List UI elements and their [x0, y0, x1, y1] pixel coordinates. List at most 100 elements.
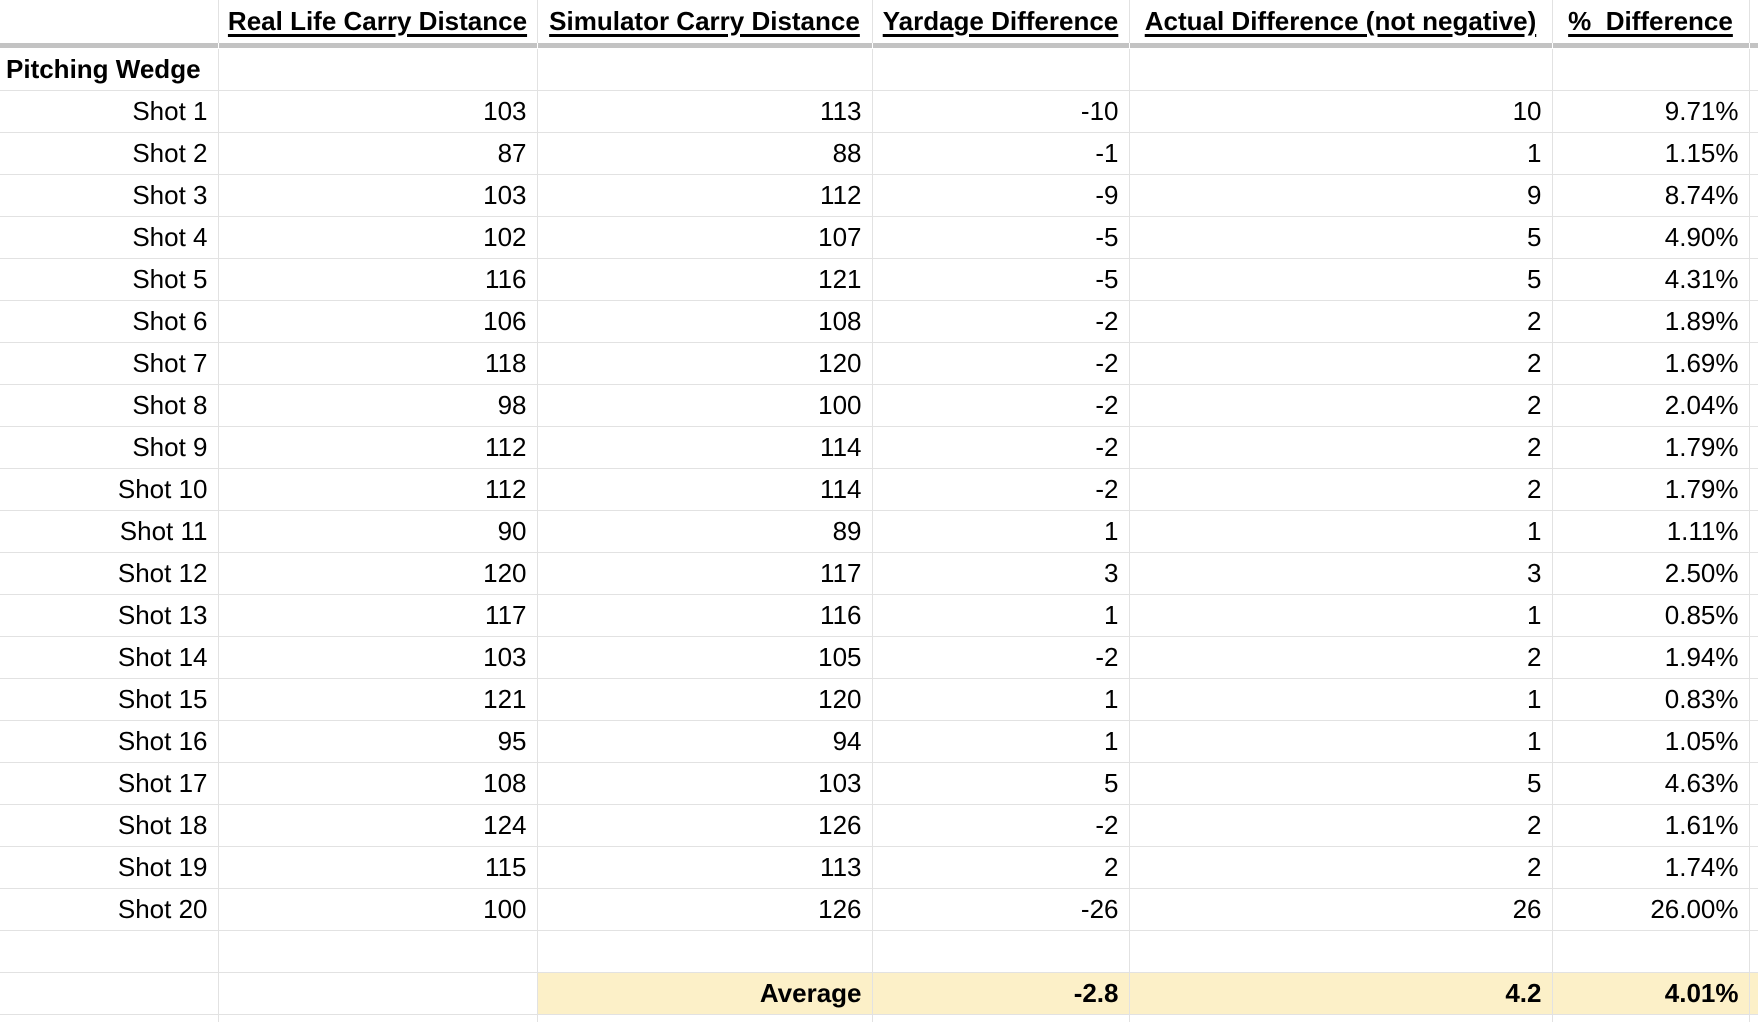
empty-cell[interactable]: [1552, 1014, 1750, 1022]
empty-cell[interactable]: [1749, 258, 1758, 301]
header-cell-actual-diff[interactable]: Actual Difference (not negative): [1129, 0, 1553, 43]
simulator-cell[interactable]: 89: [537, 510, 873, 553]
real-life-cell[interactable]: 115: [218, 846, 538, 889]
empty-cell[interactable]: [1749, 0, 1758, 43]
empty-cell[interactable]: [1749, 552, 1758, 595]
shot-label-cell[interactable]: Shot 5: [0, 258, 219, 301]
empty-cell[interactable]: [1749, 930, 1758, 973]
real-life-cell[interactable]: 112: [218, 426, 538, 469]
empty-cell[interactable]: [1749, 594, 1758, 637]
yardage-diff-cell[interactable]: 2: [872, 846, 1130, 889]
pct-diff-cell[interactable]: 9.71%: [1552, 90, 1750, 133]
actual-diff-cell[interactable]: 5: [1129, 258, 1553, 301]
simulator-cell[interactable]: 120: [537, 678, 873, 721]
simulator-cell[interactable]: 105: [537, 636, 873, 679]
actual-diff-cell[interactable]: 5: [1129, 216, 1553, 259]
actual-diff-cell[interactable]: 1: [1129, 510, 1553, 553]
simulator-cell[interactable]: 126: [537, 888, 873, 931]
real-life-cell[interactable]: 124: [218, 804, 538, 847]
empty-cell[interactable]: [1749, 720, 1758, 763]
empty-cell[interactable]: [1749, 174, 1758, 217]
pct-diff-cell[interactable]: 26.00%: [1552, 888, 1750, 931]
actual-diff-cell[interactable]: 3: [1129, 552, 1553, 595]
empty-cell[interactable]: [1749, 762, 1758, 805]
actual-diff-cell[interactable]: 2: [1129, 804, 1553, 847]
pct-diff-cell[interactable]: 1.74%: [1552, 846, 1750, 889]
pct-diff-cell[interactable]: 0.83%: [1552, 678, 1750, 721]
real-life-cell[interactable]: 120: [218, 552, 538, 595]
empty-cell[interactable]: [1552, 930, 1750, 973]
pct-diff-cell[interactable]: 4.63%: [1552, 762, 1750, 805]
yardage-diff-cell[interactable]: -2: [872, 636, 1130, 679]
real-life-cell[interactable]: 103: [218, 90, 538, 133]
real-life-cell[interactable]: 98: [218, 384, 538, 427]
empty-cell[interactable]: [1749, 1015, 1758, 1023]
empty-cell[interactable]: [537, 1014, 873, 1022]
empty-cell[interactable]: [0, 972, 219, 1015]
shot-label-cell[interactable]: Shot 19: [0, 846, 219, 889]
shot-label-cell[interactable]: Shot 12: [0, 552, 219, 595]
empty-cell[interactable]: [1749, 90, 1758, 133]
real-life-cell[interactable]: 103: [218, 636, 538, 679]
empty-cell[interactable]: [1749, 342, 1758, 385]
real-life-cell[interactable]: 118: [218, 342, 538, 385]
real-life-cell[interactable]: 121: [218, 678, 538, 721]
simulator-cell[interactable]: 103: [537, 762, 873, 805]
empty-cell[interactable]: [1749, 888, 1758, 931]
simulator-cell[interactable]: 114: [537, 468, 873, 511]
shot-label-cell[interactable]: Shot 18: [0, 804, 219, 847]
pct-diff-cell[interactable]: 2.04%: [1552, 384, 1750, 427]
actual-diff-cell[interactable]: 26: [1129, 888, 1553, 931]
pct-diff-cell[interactable]: 1.69%: [1552, 342, 1750, 385]
yardage-diff-cell[interactable]: -2: [872, 468, 1130, 511]
yardage-diff-cell[interactable]: -2: [872, 804, 1130, 847]
shot-label-cell[interactable]: Shot 1: [0, 90, 219, 133]
average-yardage-diff-cell[interactable]: -2.8: [872, 972, 1130, 1015]
real-life-cell[interactable]: 95: [218, 720, 538, 763]
yardage-diff-cell[interactable]: -26: [872, 888, 1130, 931]
corner-cell[interactable]: [0, 0, 219, 43]
shot-label-cell[interactable]: Shot 11: [0, 510, 219, 553]
real-life-cell[interactable]: 87: [218, 132, 538, 175]
simulator-cell[interactable]: 113: [537, 846, 873, 889]
real-life-cell[interactable]: 106: [218, 300, 538, 343]
pct-diff-cell[interactable]: 4.31%: [1552, 258, 1750, 301]
empty-cell[interactable]: [537, 930, 873, 973]
empty-cell[interactable]: [1749, 132, 1758, 175]
simulator-cell[interactable]: 112: [537, 174, 873, 217]
actual-diff-cell[interactable]: 9: [1129, 174, 1553, 217]
yardage-diff-cell[interactable]: -2: [872, 342, 1130, 385]
yardage-diff-cell[interactable]: -9: [872, 174, 1130, 217]
real-life-cell[interactable]: 116: [218, 258, 538, 301]
empty-cell[interactable]: [1749, 216, 1758, 259]
shot-label-cell[interactable]: Shot 15: [0, 678, 219, 721]
shot-label-cell[interactable]: Shot 20: [0, 888, 219, 931]
actual-diff-cell[interactable]: 5: [1129, 762, 1553, 805]
shot-label-cell[interactable]: Shot 10: [0, 468, 219, 511]
group-label-cell[interactable]: Pitching Wedge: [0, 48, 219, 91]
pct-diff-cell[interactable]: 8.74%: [1552, 174, 1750, 217]
shot-label-cell[interactable]: Shot 9: [0, 426, 219, 469]
actual-diff-cell[interactable]: 1: [1129, 678, 1553, 721]
simulator-cell[interactable]: 116: [537, 594, 873, 637]
header-cell-simulator[interactable]: Simulator Carry Distance: [537, 0, 873, 43]
pct-diff-cell[interactable]: 2.50%: [1552, 552, 1750, 595]
header-cell-real-life[interactable]: Real Life Carry Distance: [218, 0, 538, 43]
yardage-diff-cell[interactable]: 3: [872, 552, 1130, 595]
empty-cell[interactable]: [1749, 972, 1758, 1015]
empty-cell[interactable]: [1749, 804, 1758, 847]
shot-label-cell[interactable]: Shot 8: [0, 384, 219, 427]
simulator-cell[interactable]: 117: [537, 552, 873, 595]
pct-diff-cell[interactable]: 1.11%: [1552, 510, 1750, 553]
empty-cell[interactable]: [872, 930, 1130, 973]
real-life-cell[interactable]: 108: [218, 762, 538, 805]
simulator-cell[interactable]: 88: [537, 132, 873, 175]
empty-cell[interactable]: [1749, 846, 1758, 889]
real-life-cell[interactable]: 117: [218, 594, 538, 637]
empty-cell[interactable]: [1749, 510, 1758, 553]
pct-diff-cell[interactable]: 1.79%: [1552, 426, 1750, 469]
actual-diff-cell[interactable]: 2: [1129, 468, 1553, 511]
actual-diff-cell[interactable]: 2: [1129, 846, 1553, 889]
empty-cell[interactable]: [872, 1014, 1130, 1022]
pct-diff-cell[interactable]: 1.94%: [1552, 636, 1750, 679]
